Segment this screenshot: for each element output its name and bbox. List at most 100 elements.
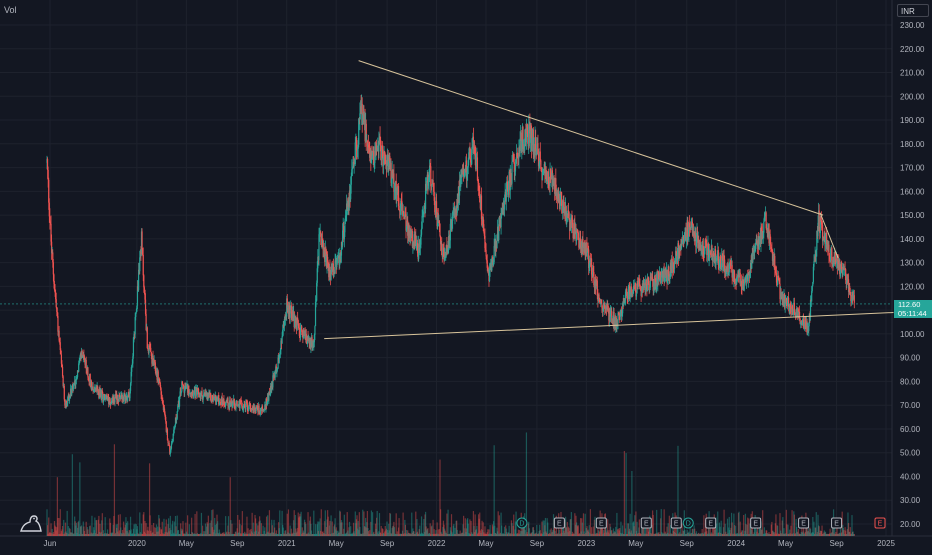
volume-bar [803, 533, 805, 536]
volume-bar [295, 528, 297, 536]
volume-bar [469, 519, 471, 536]
volume-bar [381, 533, 383, 536]
candle-body [622, 303, 624, 314]
candle-body [120, 395, 122, 400]
candle-body [382, 164, 385, 166]
candle-body [696, 231, 699, 243]
volume-bar [630, 532, 632, 536]
candle-body [370, 150, 373, 163]
candle-body [386, 155, 388, 170]
currency-badge[interactable]: INR [897, 4, 929, 17]
volume-bar [510, 520, 513, 536]
volume-bar [111, 532, 113, 536]
volume-bar [332, 532, 334, 536]
volume-bar [218, 529, 220, 536]
volume-bar [406, 533, 408, 536]
candle-body [208, 391, 210, 398]
volume-bar [596, 533, 598, 536]
candle-body [371, 150, 373, 157]
volume-bar [182, 521, 184, 536]
candle-body [525, 124, 528, 143]
volume-bar [57, 517, 59, 536]
volume-bar [609, 526, 612, 536]
volume-bar [385, 530, 387, 536]
candle-body [50, 223, 52, 242]
candle-body [485, 249, 487, 257]
volume-bar [411, 512, 413, 536]
volume-bar [110, 533, 113, 536]
volume-bar [632, 522, 634, 536]
volume-bar [738, 511, 740, 536]
candle-body [826, 233, 828, 250]
volume-bar [751, 529, 753, 536]
candle-body [263, 410, 265, 412]
volume-bar [336, 530, 338, 536]
volume-bar [366, 511, 368, 536]
candle-body [145, 314, 147, 331]
candle-body [642, 280, 645, 288]
volume-bar [130, 529, 132, 536]
candle-body [142, 254, 144, 276]
price-tick-label: 20.00 [900, 520, 921, 529]
volume-bar [504, 534, 506, 536]
volume-bar [557, 533, 559, 536]
volume-bar [291, 533, 294, 536]
volume-bar [753, 532, 755, 536]
volume-bar [461, 532, 464, 536]
volume-bar [105, 533, 107, 536]
volume-bar [702, 533, 704, 536]
volume-bar [294, 515, 296, 536]
volume-bar [825, 533, 827, 536]
volume-bar [763, 527, 766, 536]
volume-bar [548, 533, 550, 536]
candle-body [127, 395, 129, 402]
candle-body [399, 211, 401, 213]
candle-body [344, 215, 347, 221]
volume-bar [501, 533, 503, 536]
volume-bar [256, 523, 258, 536]
volume-bar [669, 533, 671, 536]
volume-bar [340, 520, 343, 536]
volume-bar [552, 529, 554, 536]
volume-bar [422, 533, 424, 536]
volume-bar [697, 533, 699, 536]
tradingview-logo[interactable] [18, 513, 46, 533]
volume-bar [727, 533, 729, 536]
volume-bar [325, 534, 327, 536]
volume-bar [236, 528, 238, 536]
candle-body [258, 405, 260, 412]
marker-label: E [753, 521, 758, 528]
volume-bar [800, 533, 802, 536]
volume-bar [817, 514, 819, 536]
volume-bar [841, 511, 843, 536]
volume-bar [201, 525, 204, 536]
volume-bar [837, 533, 839, 536]
candle-body [513, 161, 515, 163]
candle-body [79, 353, 82, 360]
volume-bar [698, 532, 700, 536]
volume-bar [187, 515, 189, 536]
volume-indicator-label[interactable]: Vol [4, 5, 17, 15]
candle-body [159, 384, 162, 389]
candle-body [373, 150, 375, 165]
volume-bar [798, 533, 801, 536]
candle-body [765, 212, 767, 229]
volume-bar [460, 533, 462, 536]
volume-bar [253, 531, 256, 536]
volume-bar [97, 533, 99, 536]
volume-bar [271, 525, 273, 536]
volume-bar [104, 533, 106, 536]
price-tick-label: 60.00 [900, 425, 921, 434]
candle-body [144, 289, 146, 300]
volume-bar [830, 533, 832, 536]
volume-bar [656, 509, 658, 536]
volume-bar [143, 531, 145, 536]
volume-bar [478, 518, 480, 536]
volume-bar [717, 532, 719, 536]
time-tick-label: Jun [44, 539, 57, 548]
volume-bar [755, 529, 757, 536]
volume-bar [441, 533, 443, 536]
volume-bar [234, 531, 237, 536]
